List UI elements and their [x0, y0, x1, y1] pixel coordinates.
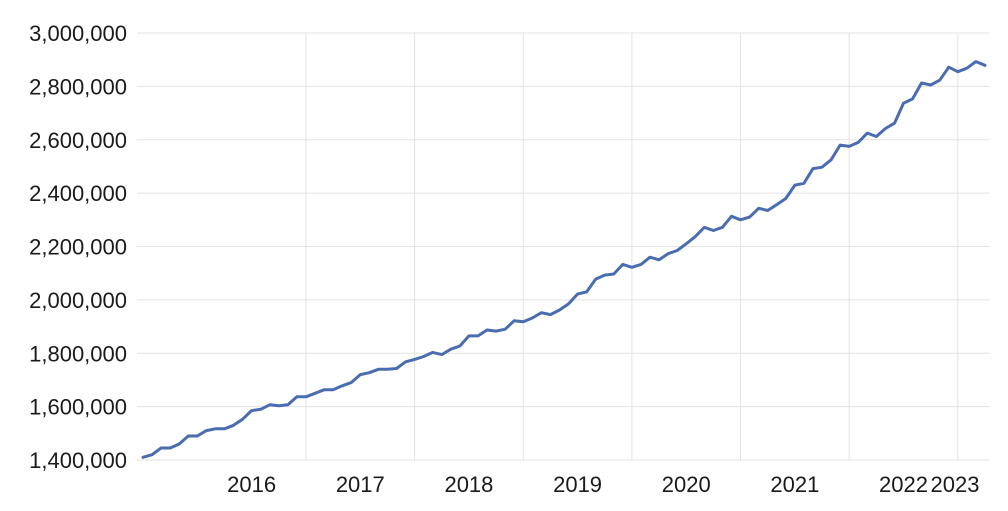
x-axis-tick-labels: 2016 2017 2018 2019 2020 2021 2022 2023: [227, 472, 979, 497]
y-tick-label: 1,400,000: [29, 448, 127, 473]
y-axis-tick-labels: 1,400,000 1,600,000 1,800,000 2,000,000 2,20…: [29, 21, 127, 473]
x-tick-label: 2021: [770, 472, 819, 497]
x-tick-label: 2023: [931, 472, 980, 497]
x-tick-label: 2018: [444, 472, 493, 497]
x-tick-label: 2020: [662, 472, 711, 497]
x-tick-label: 2019: [553, 472, 602, 497]
x-tick-label: 2022: [879, 472, 928, 497]
series-line: [141, 60, 987, 459]
horizontal-gridlines: [137, 32, 990, 461]
y-tick-label: 2,800,000: [29, 74, 127, 99]
y-tick-label: 2,000,000: [29, 288, 127, 313]
y-tick-label: 1,800,000: [29, 341, 127, 366]
series-points: [142, 60, 987, 459]
x-tick-label: 2016: [227, 472, 276, 497]
x-tick-label: 2017: [336, 472, 385, 497]
y-tick-label: 2,400,000: [29, 181, 127, 206]
y-tick-label: 2,200,000: [29, 235, 127, 260]
y-tick-label: 2,600,000: [29, 128, 127, 153]
y-tick-label: 3,000,000: [29, 21, 127, 46]
y-tick-label: 1,600,000: [29, 395, 127, 420]
